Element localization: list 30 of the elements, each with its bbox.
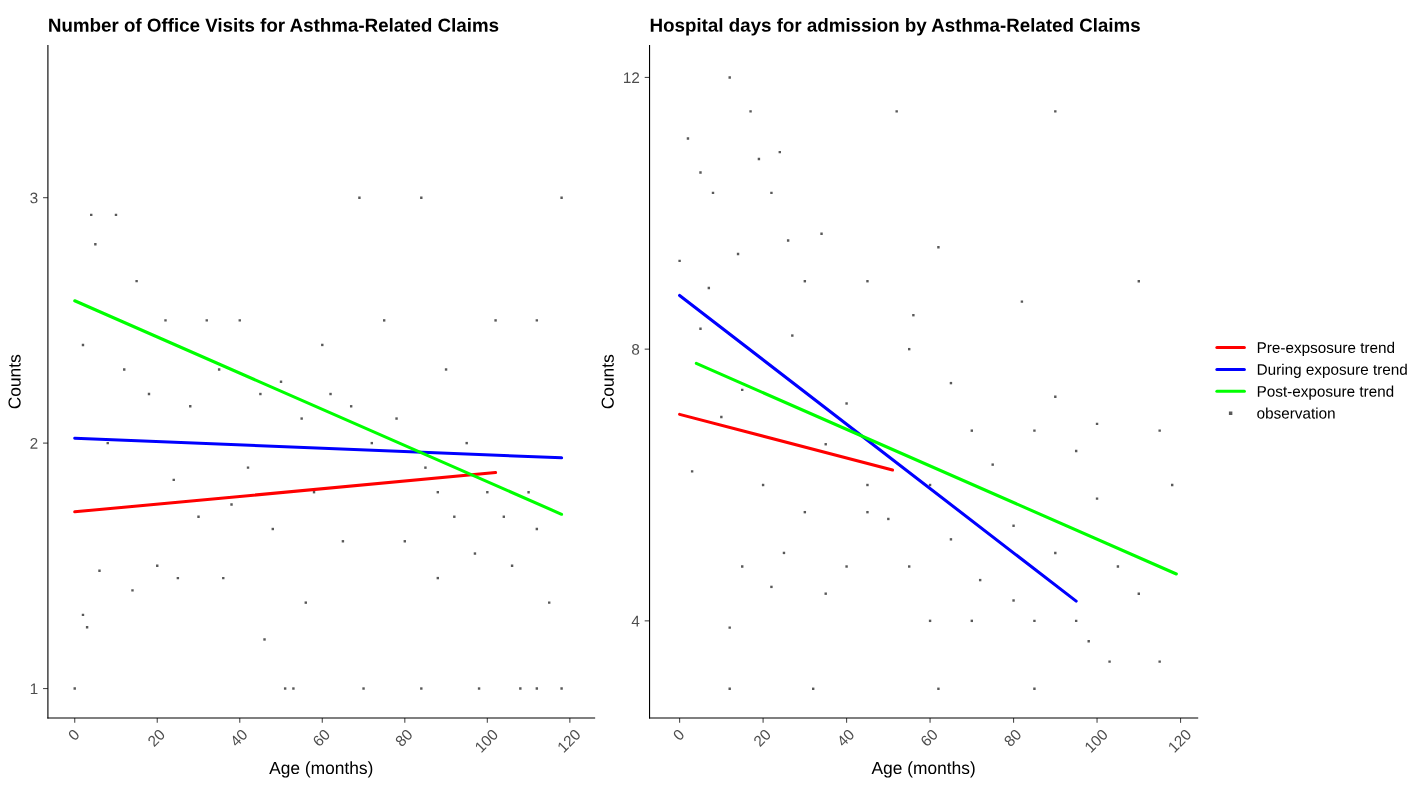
x-tick-label: 120: [1167, 728, 1193, 753]
x-tick-label: 20: [147, 728, 166, 748]
chart-title: Hospital days for admission by Asthma-Related Claims: [650, 18, 1140, 36]
y-tick-label: 1: [30, 683, 38, 695]
x-tick-label: 80: [394, 728, 414, 748]
x-tick-label: 0: [672, 728, 686, 742]
x-tick-label: 60: [919, 728, 939, 748]
y-axis-title: Counts: [601, 354, 614, 409]
legend-label: During exposure trend: [1257, 363, 1407, 378]
y-tick-label: 3: [30, 192, 38, 204]
x-axis-title: Age (months): [269, 761, 373, 778]
legend-label: observation: [1257, 407, 1335, 419]
x-tick-label: 60: [312, 728, 331, 748]
y-axis-title: Counts: [8, 354, 21, 409]
y-tick-label: 4: [631, 615, 640, 627]
x-tick-label: 80: [1003, 728, 1023, 748]
x-tick-label: 100: [474, 728, 499, 753]
y-tick-label: 12: [624, 72, 640, 83]
x-tick-label: 40: [836, 728, 856, 748]
x-tick-label: 40: [229, 728, 249, 748]
x-tick-label: 20: [752, 728, 772, 748]
x-tick-label: 100: [1084, 728, 1109, 753]
chart-title: Number of Office Visits for Asthma-Related Claims: [49, 18, 499, 32]
x-tick-label: 120: [556, 728, 582, 753]
y-tick-label: 2: [30, 437, 38, 449]
x-tick-label: 0: [67, 728, 81, 742]
legend-label: Post-exposure trend: [1257, 385, 1394, 400]
legend-label: Pre-expsosure trend: [1257, 341, 1395, 357]
x-axis-title: Age (months): [871, 761, 975, 778]
y-tick-label: 8: [631, 344, 640, 355]
